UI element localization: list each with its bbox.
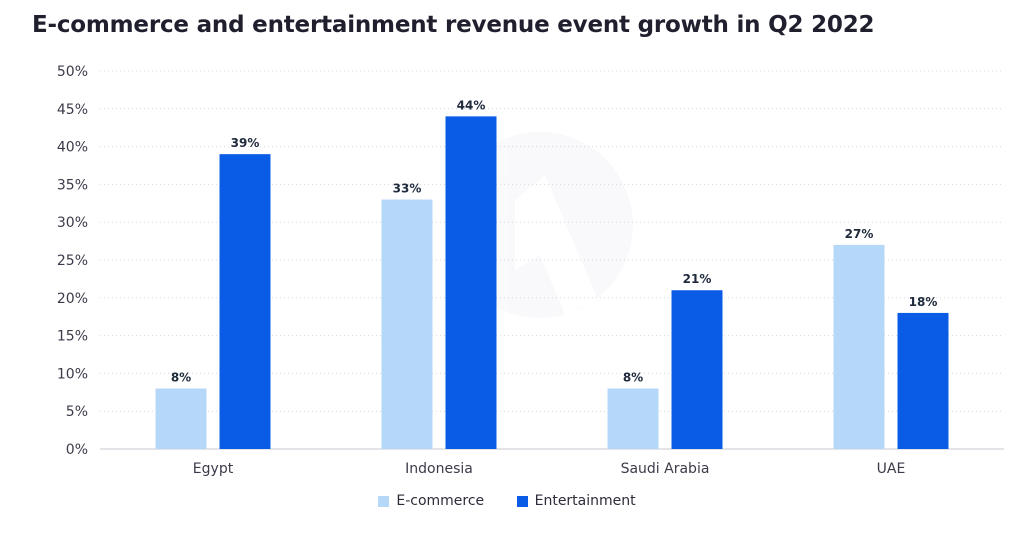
x-axis-ticks: Egypt Indonesia Saudi Arabia UAE (193, 461, 906, 477)
bar-e-commerce-uae (833, 244, 885, 449)
y-tick-label: 0% (66, 442, 88, 458)
legend-label-entertainment: Entertainment (534, 493, 636, 509)
y-tick-label: 20% (57, 291, 88, 307)
y-tick-label: 35% (57, 177, 88, 193)
y-tick-label: 25% (57, 253, 88, 269)
data-label: 33% (393, 182, 422, 196)
data-label: 8% (623, 371, 643, 385)
x-tick-label: Egypt (193, 461, 234, 477)
data-label: 44% (457, 98, 486, 112)
data-label: 18% (909, 295, 938, 309)
y-tick-label: 5% (66, 404, 88, 420)
bars (155, 116, 949, 450)
data-labels: 8% 39% 33% 44% 8% 21% 27% 18% (171, 98, 938, 384)
legend: E-commerce Entertainment (0, 493, 1014, 511)
y-axis-ticks: 0% 5% 10% 15% 20% 25% 30% 35% 40% 45% 50% (57, 64, 88, 458)
bar-entertainment-uae (897, 312, 949, 449)
legend-item-entertainment: Entertainment (516, 493, 636, 509)
bar-entertainment-saudi-arabia (671, 290, 723, 449)
y-tick-label: 10% (57, 366, 88, 382)
bar-entertainment-egypt (219, 154, 271, 449)
bar-e-commerce-indonesia (381, 199, 433, 449)
y-tick-label: 15% (57, 329, 88, 345)
y-tick-label: 40% (57, 140, 88, 156)
data-label: 39% (231, 136, 260, 150)
data-label: 8% (171, 371, 191, 385)
legend-swatch-ecommerce (378, 495, 390, 507)
bar-e-commerce-egypt (155, 388, 207, 449)
legend-swatch-entertainment (516, 495, 528, 507)
legend-item-ecommerce: E-commerce (378, 493, 484, 509)
legend-label-ecommerce: E-commerce (396, 493, 485, 509)
y-tick-label: 45% (57, 102, 88, 118)
y-tick-label: 50% (57, 64, 88, 80)
x-tick-label: UAE (877, 461, 906, 477)
x-tick-label: Indonesia (405, 461, 473, 477)
x-tick-label: Saudi Arabia (621, 461, 710, 477)
y-tick-label: 30% (57, 215, 88, 231)
bar-e-commerce-saudi-arabia (607, 388, 659, 449)
bar-entertainment-indonesia (445, 116, 497, 450)
data-label: 27% (845, 227, 874, 241)
chart-title: E-commerce and entertainment revenue eve… (32, 12, 875, 38)
data-label: 21% (683, 272, 712, 286)
